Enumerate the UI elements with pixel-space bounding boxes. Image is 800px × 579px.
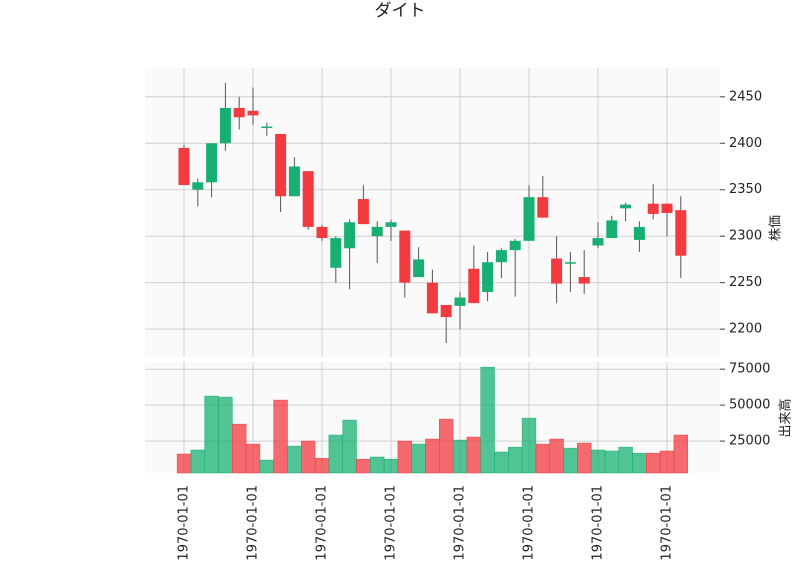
volume-bar [494,451,509,474]
y-tick-label: 2350 [729,182,762,197]
price-panel [145,68,720,357]
volume-bar [632,452,647,474]
volume-bar [342,419,357,474]
volume-bar [673,434,688,474]
volume-bar [232,423,247,474]
candle-body [261,126,273,129]
volume-tick-label: 75000 [729,362,770,377]
volume-bar [273,399,288,474]
candle-body [564,262,576,264]
volume-bar [259,459,274,474]
candle-body [206,143,218,183]
candle-body [633,226,645,240]
candle-body [247,110,259,116]
candle-body [440,304,452,318]
volume-bar [590,449,606,474]
volume-bar [508,446,523,474]
volume-bar [452,439,468,474]
candle-body [675,210,687,256]
volume-bar [397,440,412,474]
volume-bar [245,443,261,474]
volume-bar [356,458,371,474]
candle-body [316,226,328,239]
y-tick-label: 2300 [729,229,762,244]
y-axis-label: 株価 [769,215,784,241]
candle-body [233,107,245,118]
candle-body [302,171,314,227]
volume-bar [480,366,495,474]
candle-body [330,238,342,268]
candle-body [606,220,618,239]
candle-body [537,197,549,218]
candle-body [620,204,632,209]
x-tick-label: 1970-01-01 [177,485,192,561]
volume-bar [411,443,426,474]
x-tick-label: 1970-01-01 [660,485,675,561]
volume-bar [287,445,302,474]
volume-bar [659,450,675,474]
y-tick-label: 2400 [729,136,762,151]
volume-bar [370,456,385,474]
volume-bar [176,453,192,474]
candle-body [371,226,383,237]
y-tick-label: 2250 [729,275,762,290]
candle-body [344,222,356,249]
candle-body [509,240,521,251]
candle-body [178,147,190,186]
volume-tick-label: 50000 [729,398,770,413]
candle-body [385,222,397,227]
volume-bar [535,443,550,474]
candle-body [578,277,590,284]
candle-body [219,107,231,144]
y-tick-label: 2200 [729,322,762,337]
volume-bar [549,438,564,474]
volume-bar [190,449,205,474]
candle-body [551,258,563,284]
candle-body [592,238,604,246]
x-tick-label: 1970-01-01 [315,485,330,561]
candle-body [454,297,466,306]
volume-bar [521,417,537,474]
volume-bar [646,452,661,474]
volume-bar [466,436,481,474]
volume-bar [383,458,399,474]
x-tick-label: 1970-01-01 [591,485,606,561]
candle-body [647,203,659,214]
volume-bar [604,450,619,474]
volume-bar [301,440,316,474]
volume-axis-label: 出来高 [778,398,794,437]
volume-bar [563,447,578,474]
volume-bar [218,396,233,474]
candle-body [426,282,438,314]
x-tick-label: 1970-01-01 [246,485,261,561]
candle-body [399,230,411,283]
volume-bar [204,395,219,474]
volume-bar [618,446,633,474]
volume-bar [425,438,440,474]
chart-title: ダイト [375,1,426,21]
candle-body [288,166,300,197]
volume-bar [314,458,330,474]
candle-body [468,268,480,304]
volume-tick-label: 25000 [729,434,770,449]
y-tick-label: 2450 [729,89,762,104]
candle-body [192,182,204,190]
volume-bar [328,434,343,474]
candle-body [661,203,673,213]
volume-bar [439,418,454,474]
candle-body [413,259,425,278]
volume-bar [577,442,592,474]
candle-body [482,262,494,292]
x-tick-label: 1970-01-01 [453,485,468,561]
candle-body [523,197,535,241]
candle-body [495,250,507,263]
candle-body [357,199,369,225]
x-tick-label: 1970-01-01 [522,485,537,561]
x-tick-label: 1970-01-01 [384,485,399,561]
candle-body [275,133,287,197]
